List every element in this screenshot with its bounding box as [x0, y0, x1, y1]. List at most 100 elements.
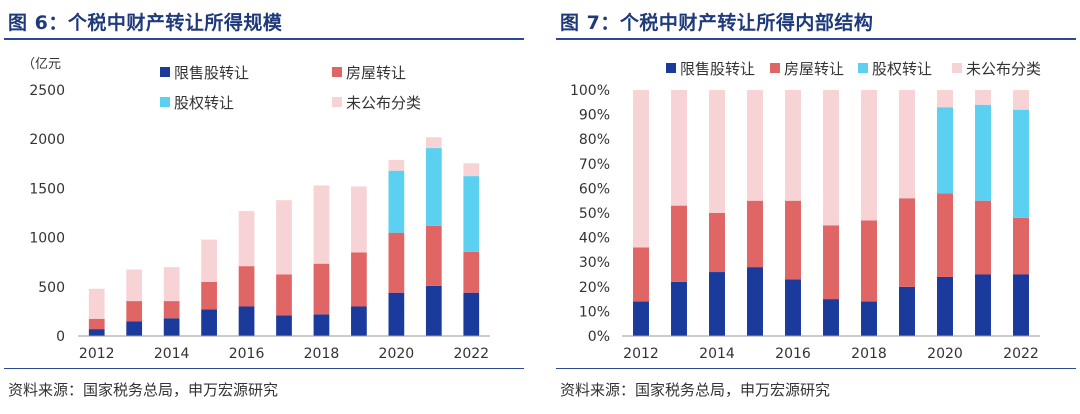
bar-segment	[463, 176, 480, 252]
bar-segment	[709, 213, 725, 273]
bar-segment	[861, 90, 877, 221]
legend-label: 股权转让	[174, 94, 234, 112]
y-tick-label: 2000	[29, 132, 65, 148]
legend-label: 房屋转让	[784, 60, 844, 78]
bar-segment	[785, 279, 801, 336]
bar-segment	[201, 239, 217, 282]
bar-segment	[238, 306, 255, 336]
figure-title: 图 7：个税中财产转让所得内部结构	[560, 12, 874, 34]
bar-segment	[163, 267, 180, 302]
x-tick-label: 2018	[304, 346, 340, 362]
bar-segment	[276, 200, 292, 275]
bar-segment	[163, 301, 180, 319]
y-tick-label: 30%	[579, 255, 610, 271]
source-note: 资料来源：国家税务总局，申万宏源研究	[8, 381, 279, 399]
bar-segment	[425, 225, 442, 286]
y-tick-label: 0	[56, 329, 65, 345]
figure-7-panel: 图 7：个税中财产转让所得内部结构 0% 10% 20% 30% 40% 50% 60% 70…	[552, 0, 1080, 414]
bar-segment	[388, 170, 405, 233]
bar-segment	[899, 90, 915, 199]
y-tick-label: 0%	[588, 329, 610, 345]
bar-segment	[425, 148, 442, 226]
bar-segment	[126, 321, 143, 336]
y-tick-label: 20%	[579, 280, 610, 296]
bar-segment	[709, 272, 725, 336]
bar-segment	[351, 186, 367, 253]
bar-segment	[1013, 274, 1029, 336]
bar-segment	[238, 266, 255, 307]
source-note: 资料来源：国家税务总局，申万宏源研究	[560, 381, 831, 399]
legend-label: 房屋转让	[346, 64, 406, 82]
bar-segment	[823, 90, 839, 226]
bar-segment	[975, 274, 991, 336]
y-tick-label: 70%	[579, 157, 610, 173]
x-tick-label: 2022	[453, 346, 489, 362]
x-tick-label: 2014	[154, 346, 190, 362]
bar-segment	[351, 306, 367, 336]
legend-label: 未公布分类	[346, 94, 421, 112]
figure-title: 图 6：个税中财产转让所得规模	[8, 12, 283, 34]
title-rule	[556, 38, 1076, 40]
y-tick-label: 60%	[579, 181, 610, 197]
bar-segment	[425, 285, 442, 336]
title-rule	[4, 38, 524, 40]
legend-swatch	[160, 97, 170, 107]
bar-segment	[88, 288, 105, 319]
x-tick-label: 2016	[775, 346, 811, 362]
bar-segment	[785, 200, 801, 280]
bar-segment	[463, 251, 480, 293]
bar-segment	[671, 205, 687, 282]
bar-segment	[388, 292, 405, 336]
bar-segment	[709, 90, 725, 213]
y-tick-label: 40%	[579, 231, 610, 247]
stacked-bar-chart-share: 0% 10% 20% 30% 40% 50% 60% 70% 80% 90% 100% 2012 201…	[570, 60, 1041, 362]
bar-segment	[238, 211, 255, 267]
bar-segment	[747, 267, 763, 336]
bar-segment	[823, 299, 839, 336]
y-tick-label: 10%	[579, 304, 610, 320]
x-tick-label: 2014	[699, 346, 735, 362]
bar-segment	[388, 232, 405, 293]
bar-segment	[975, 200, 991, 275]
source-rule	[556, 368, 1076, 369]
bar-segment	[126, 269, 143, 302]
x-tick-label: 2012	[623, 346, 659, 362]
y-tick-label: 90%	[579, 108, 610, 124]
y-tick-label: 100%	[570, 83, 610, 99]
bar-segment	[861, 220, 877, 302]
legend-label: 限售股转让	[174, 64, 249, 82]
bar-segment	[671, 90, 687, 206]
bar-segment	[201, 309, 217, 336]
bar-segment	[276, 315, 292, 336]
legend-swatch	[858, 63, 868, 73]
source-rule	[4, 368, 524, 369]
bar-segment	[201, 281, 217, 310]
y-tick-label: 1000	[29, 231, 65, 247]
bar-segment	[1013, 109, 1029, 218]
y-tick-label: 2500	[29, 83, 65, 99]
y-tick-label: 50%	[579, 206, 610, 222]
legend-label: 未公布分类	[966, 60, 1041, 78]
bar-segment	[463, 292, 480, 336]
legend-label: 限售股转让	[680, 60, 755, 78]
y-tick-label: 80%	[579, 132, 610, 148]
bar-segment	[633, 247, 649, 302]
legend-swatch	[770, 63, 780, 73]
bar-segment	[425, 137, 442, 149]
bar-segment	[276, 274, 292, 316]
x-tick-label: 2020	[927, 346, 963, 362]
legend-swatch	[332, 67, 342, 77]
bar-segment	[975, 90, 991, 105]
legend-swatch	[332, 97, 342, 107]
bar-segment	[937, 193, 953, 277]
stacked-bar-chart-amount: 0 500 1000 1500 2000 2500 （亿元 2012 2014 2016 2018 2…	[22, 57, 490, 362]
x-tick-label: 2018	[851, 346, 887, 362]
x-tick-label: 2022	[1003, 346, 1039, 362]
y-tick-label: 1500	[29, 181, 65, 197]
bar-segment	[861, 301, 877, 336]
legend-label: 股权转让	[872, 60, 932, 78]
bar-segment	[747, 200, 763, 268]
x-tick-label: 2012	[79, 346, 115, 362]
bar-segment	[313, 263, 330, 315]
bar-segment	[388, 159, 405, 171]
